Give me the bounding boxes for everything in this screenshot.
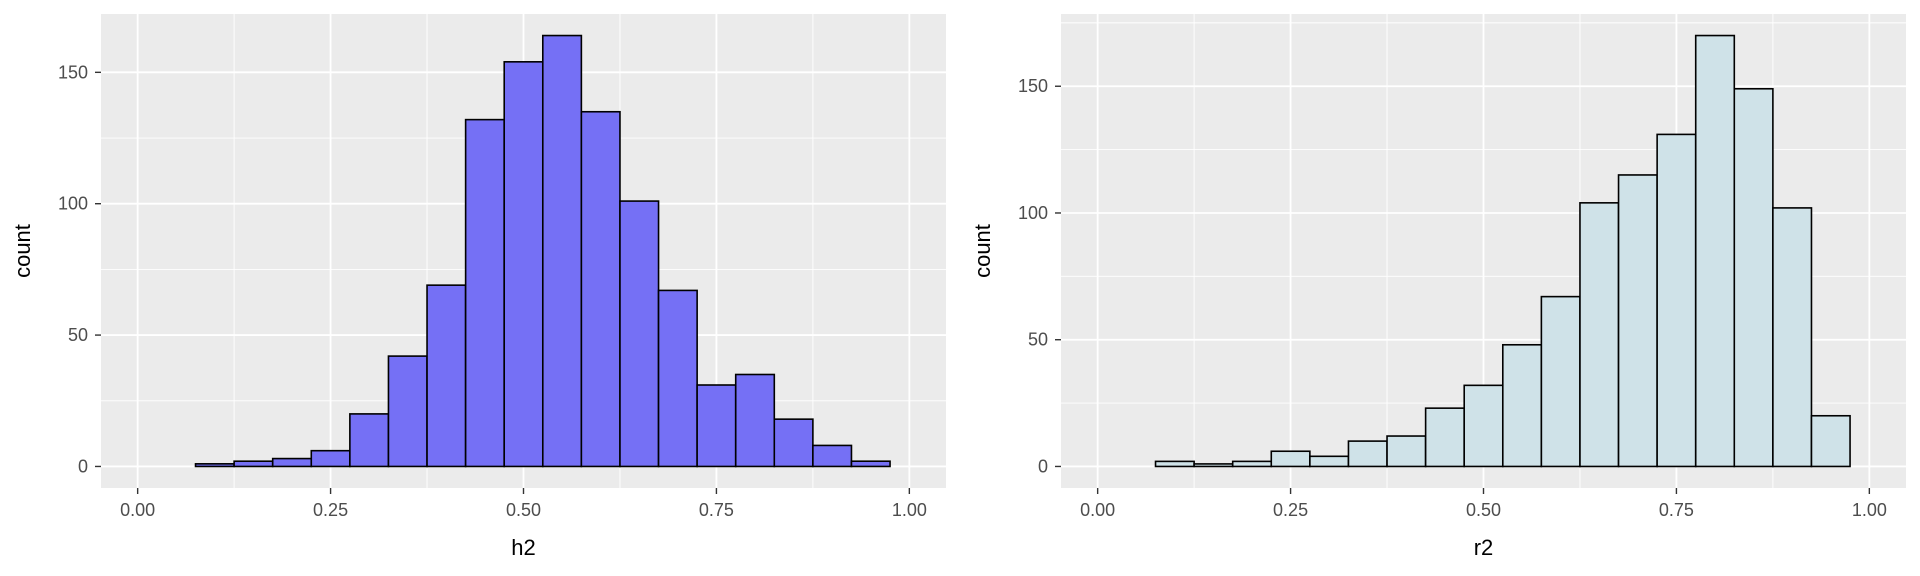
histogram-bar	[1231, 460, 1273, 468]
histogram-bar	[426, 284, 467, 468]
x-tick-label: 0.00	[1080, 500, 1115, 520]
histogram-bar	[503, 61, 544, 468]
histogram-bar	[1386, 435, 1427, 468]
histogram-bar	[271, 457, 313, 468]
histogram-bar	[1424, 407, 1466, 468]
y-axis-title: count	[970, 224, 995, 278]
x-tick-label: 0.75	[1659, 500, 1694, 520]
histogram-bar	[1617, 174, 1658, 468]
y-tick-label: 0	[1038, 456, 1048, 476]
histogram-bar	[464, 118, 506, 468]
histogram-bar	[1501, 343, 1543, 468]
histogram-bar	[1154, 460, 1195, 468]
histogram-bar	[580, 110, 621, 468]
histogram-bar	[657, 289, 698, 468]
histogram-bar	[1694, 34, 1736, 468]
x-tick-label: 0.50	[1466, 500, 1501, 520]
y-tick-label: 150	[58, 62, 88, 82]
x-tick-label: 1.00	[1852, 500, 1887, 520]
histogram-bar	[619, 200, 660, 468]
x-tick-label: 0.25	[1273, 500, 1308, 520]
histogram-bar	[850, 460, 891, 468]
y-axis-title: count	[10, 224, 35, 278]
histogram-bar	[1270, 450, 1311, 468]
histogram-bar	[773, 418, 814, 468]
histogram-bar	[1579, 202, 1620, 468]
histogram-bar	[1540, 295, 1581, 468]
y-tick-label: 100	[58, 194, 88, 214]
histogram-bar	[387, 355, 428, 468]
histogram-bar	[1772, 207, 1813, 468]
histogram-bar	[812, 444, 853, 468]
histogram-bar	[1733, 87, 1774, 468]
y-tick-label: 150	[1018, 76, 1048, 96]
x-tick-label: 0.00	[120, 500, 155, 520]
x-tick-label: 1.00	[892, 500, 927, 520]
histogram-bar	[734, 373, 776, 468]
x-axis-title: h2	[511, 535, 535, 560]
histogram-bar	[1347, 440, 1388, 468]
histogram-bar	[194, 463, 235, 468]
histogram-bar	[233, 460, 274, 468]
histogram-bar	[541, 34, 583, 468]
r2-histogram-panel: 0.00 0.25 0.50 0.75 1.00 0 50 100 150 r2 count	[970, 14, 1906, 560]
histogram-bar	[1656, 133, 1697, 468]
histogram-bar	[1810, 414, 1851, 468]
histogram-bar	[349, 413, 390, 468]
histogram-bar	[310, 449, 351, 468]
h2-histogram-panel: 0.00 0.25 0.50 0.75 1.00 0 50 100 150 h2 count	[10, 14, 946, 560]
y-tick-label: 0	[78, 456, 88, 476]
x-tick-label: 0.75	[699, 500, 734, 520]
y-tick-label: 50	[68, 325, 88, 345]
y-tick-label: 100	[1018, 203, 1048, 223]
y-tick-label: 50	[1028, 330, 1048, 350]
histogram-bar	[1463, 384, 1504, 468]
histogram-bar	[1193, 463, 1234, 468]
histogram-bar	[1309, 455, 1350, 468]
x-tick-label: 0.50	[506, 500, 541, 520]
x-tick-label: 0.25	[313, 500, 348, 520]
histogram-bar	[696, 384, 737, 468]
x-axis-title: r2	[1474, 535, 1494, 560]
